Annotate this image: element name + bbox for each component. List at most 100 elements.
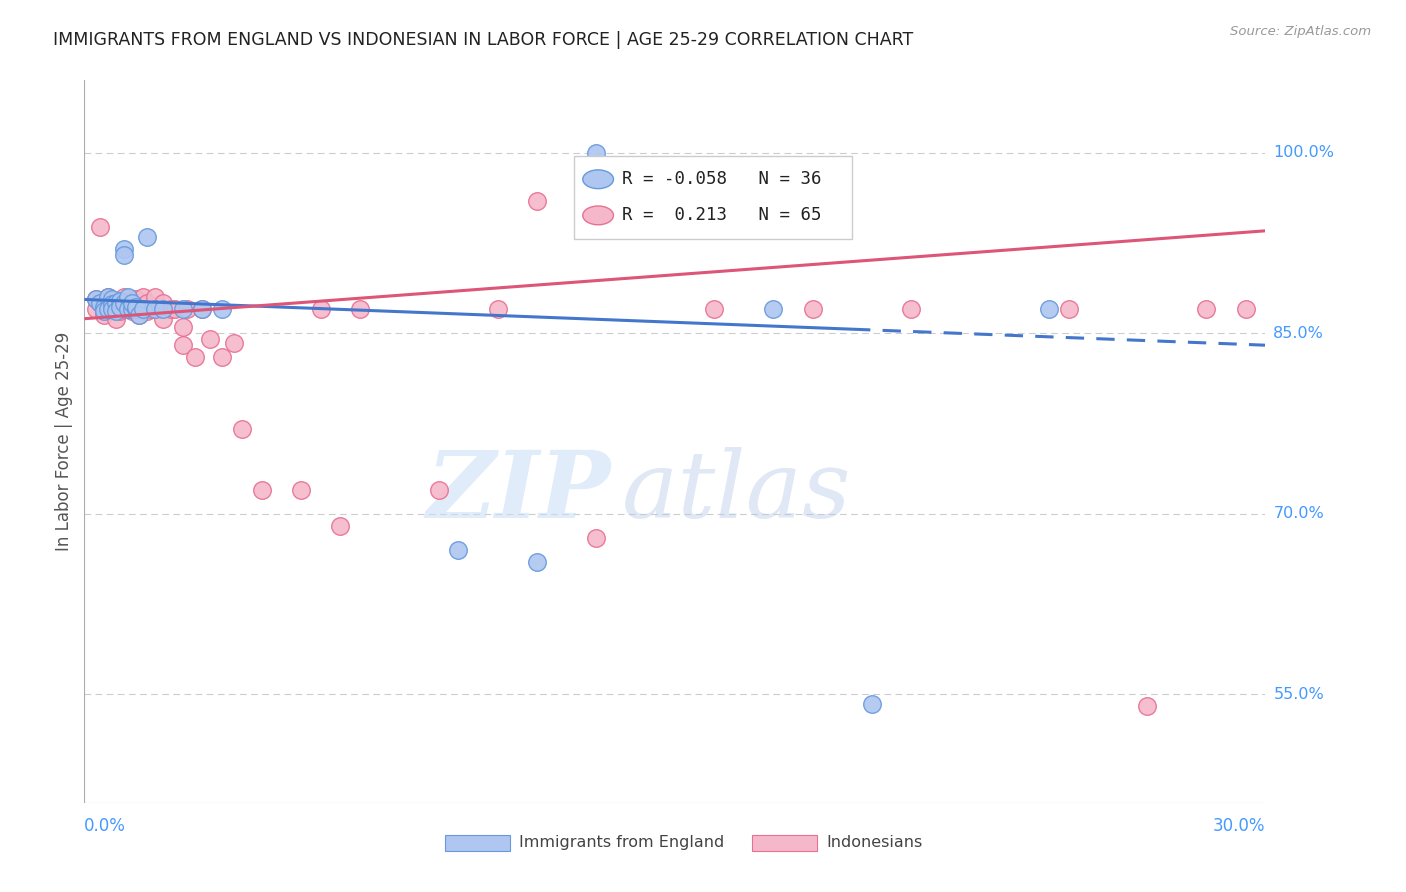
Point xyxy=(585,531,607,545)
Point xyxy=(101,293,124,307)
Point xyxy=(97,290,120,304)
Y-axis label: In Labor Force | Age 25-29: In Labor Force | Age 25-29 xyxy=(55,332,73,551)
Point xyxy=(89,220,111,235)
Point xyxy=(112,242,135,256)
Point xyxy=(1136,699,1159,714)
Point xyxy=(112,248,135,262)
Point xyxy=(97,290,120,304)
Point xyxy=(93,304,115,318)
Point xyxy=(211,301,233,317)
Point xyxy=(112,290,135,304)
Point xyxy=(117,296,139,310)
Point xyxy=(176,301,198,317)
Point xyxy=(136,229,159,244)
Point xyxy=(104,296,127,310)
Text: 30.0%: 30.0% xyxy=(1213,817,1265,835)
Point xyxy=(121,296,143,310)
Text: 55.0%: 55.0% xyxy=(1274,687,1324,702)
Point xyxy=(132,301,155,317)
Point xyxy=(309,301,332,317)
Point xyxy=(97,296,120,310)
Point xyxy=(101,297,124,311)
Point xyxy=(117,301,139,317)
Point xyxy=(89,296,111,310)
Point xyxy=(124,301,146,317)
Point xyxy=(136,304,159,318)
Point xyxy=(121,301,143,317)
Circle shape xyxy=(582,206,613,225)
Point xyxy=(97,301,120,317)
Text: Source: ZipAtlas.com: Source: ZipAtlas.com xyxy=(1230,25,1371,38)
Point xyxy=(860,697,883,711)
Point xyxy=(143,301,166,317)
Point xyxy=(101,304,124,318)
Point xyxy=(124,301,146,317)
Point xyxy=(104,301,127,317)
Point xyxy=(141,301,163,317)
Text: R =  0.213   N = 65: R = 0.213 N = 65 xyxy=(621,206,821,225)
Point xyxy=(117,290,139,304)
Text: 100.0%: 100.0% xyxy=(1274,145,1334,160)
Point xyxy=(427,483,450,497)
Text: ZIP: ZIP xyxy=(426,447,610,537)
Point xyxy=(160,301,183,317)
Point xyxy=(124,300,146,314)
Point xyxy=(211,351,233,365)
Point xyxy=(132,290,155,304)
Bar xyxy=(444,835,509,851)
Point xyxy=(143,290,166,304)
Point xyxy=(172,301,194,317)
Point xyxy=(200,332,222,346)
Point xyxy=(112,297,135,311)
Point xyxy=(93,296,115,310)
Point xyxy=(93,301,115,317)
Text: Indonesians: Indonesians xyxy=(827,835,922,850)
Point xyxy=(128,308,150,322)
Point xyxy=(447,542,470,557)
Point xyxy=(1057,301,1080,317)
Point xyxy=(132,301,155,317)
Text: R = -0.058   N = 36: R = -0.058 N = 36 xyxy=(621,170,821,188)
Point xyxy=(104,311,127,326)
Point xyxy=(108,304,131,318)
Point xyxy=(117,301,139,317)
Point xyxy=(250,483,273,497)
Point xyxy=(222,335,245,350)
Point xyxy=(290,483,312,497)
Point xyxy=(526,555,548,569)
Point xyxy=(89,296,111,310)
Text: 70.0%: 70.0% xyxy=(1274,507,1324,521)
Point xyxy=(152,311,174,326)
Point xyxy=(191,301,214,317)
Point xyxy=(84,301,107,317)
Point xyxy=(84,293,107,307)
Point xyxy=(900,301,922,317)
Point xyxy=(486,301,509,317)
Point xyxy=(128,308,150,322)
Point xyxy=(101,296,124,310)
Circle shape xyxy=(582,169,613,188)
Point xyxy=(152,301,174,317)
Point xyxy=(112,301,135,317)
Point xyxy=(93,308,115,322)
Point xyxy=(163,301,186,317)
Point xyxy=(121,296,143,310)
Point xyxy=(93,300,115,314)
Text: IMMIGRANTS FROM ENGLAND VS INDONESIAN IN LABOR FORCE | AGE 25-29 CORRELATION CHA: IMMIGRANTS FROM ENGLAND VS INDONESIAN IN… xyxy=(53,31,914,49)
Point xyxy=(1234,301,1257,317)
Text: atlas: atlas xyxy=(621,447,851,537)
Point xyxy=(349,301,371,317)
Point xyxy=(104,296,127,310)
Point xyxy=(172,320,194,334)
FancyBboxPatch shape xyxy=(575,156,852,239)
Point xyxy=(762,301,785,317)
Point xyxy=(172,338,194,352)
Text: Immigrants from England: Immigrants from England xyxy=(519,835,724,850)
Point xyxy=(108,300,131,314)
Point xyxy=(84,293,107,307)
Point xyxy=(329,519,352,533)
Point xyxy=(183,351,205,365)
Point xyxy=(121,304,143,318)
Point xyxy=(104,304,127,318)
Point xyxy=(108,296,131,310)
